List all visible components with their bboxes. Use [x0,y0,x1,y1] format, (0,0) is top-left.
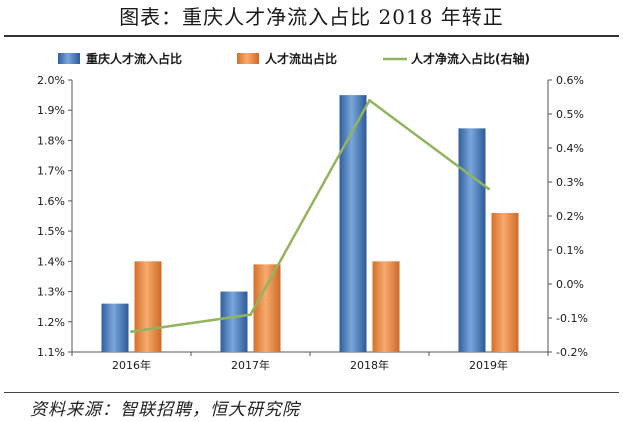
legend-swatch-1 [237,53,259,64]
inflow-bar-2017年 [220,291,248,352]
inflow-bar-2018年 [339,95,367,352]
left-tick-label: 1.2% [37,316,65,329]
x-tick-label: 2018年 [350,358,389,372]
net-inflow-point-2016年 [130,330,133,334]
source-note: 资料来源：智联招聘，恒大研究院 [30,400,300,420]
inflow-bar-2016年 [101,303,129,352]
outflow-bar-2017年 [253,264,281,352]
chart-canvas: 1.1% 1.2% 1.3% 1.4% 1.5% 1.6% 1.7% 1.8% 1.9% 2.0%… [37,51,588,372]
source-divider [4,392,619,393]
left-tick-label: 1.4% [37,255,65,268]
left-tick-label: 1.7% [37,165,65,178]
left-tick-label: 1.1% [37,346,65,359]
legend-label-0: 重庆人才流入占比 [86,51,182,66]
left-tick-label: 1.8% [37,134,65,147]
net-inflow-point-2017年 [249,313,252,317]
legend-label-1: 人才流出占比 [265,51,337,66]
x-tick-label: 2016年 [112,358,151,372]
chart-title: 图表：重庆人才净流入占比 2018 年转正 [119,5,504,29]
net-inflow-point-2018年 [368,98,371,102]
right-tick-label: 0.5% [556,108,584,121]
x-tick-label: 2017年 [231,358,270,372]
title-divider [4,35,619,37]
x-tick-label: 2019年 [469,358,508,372]
left-tick-label: 1.9% [37,104,65,117]
outflow-bar-2019年 [491,212,519,352]
left-tick-label: 1.3% [37,286,65,299]
left-tick-label: 1.6% [37,195,65,208]
outflow-bar-2016年 [134,261,162,352]
left-tick-label: 1.5% [37,225,65,238]
outflow-bar-2018年 [372,261,400,352]
right-tick-label: 0.0% [556,278,584,291]
left-tick-label: 2.0% [37,74,65,87]
net-inflow-line [131,99,490,333]
right-tick-label: 0.6% [556,74,584,87]
right-tick-label: 0.2% [556,210,584,223]
right-tick-label: 0.3% [556,176,584,189]
right-tick-label: 0.4% [556,142,584,155]
net-inflow-point-2019年 [487,187,490,191]
right-tick-label: 0.1% [556,244,584,257]
right-tick-label: -0.1% [556,312,588,325]
legend-swatch-0 [58,53,80,64]
legend-label-2: 人才净流入占比(右轴) [411,51,530,66]
inflow-bar-2019年 [458,128,486,352]
right-tick-label: -0.2% [556,346,588,359]
